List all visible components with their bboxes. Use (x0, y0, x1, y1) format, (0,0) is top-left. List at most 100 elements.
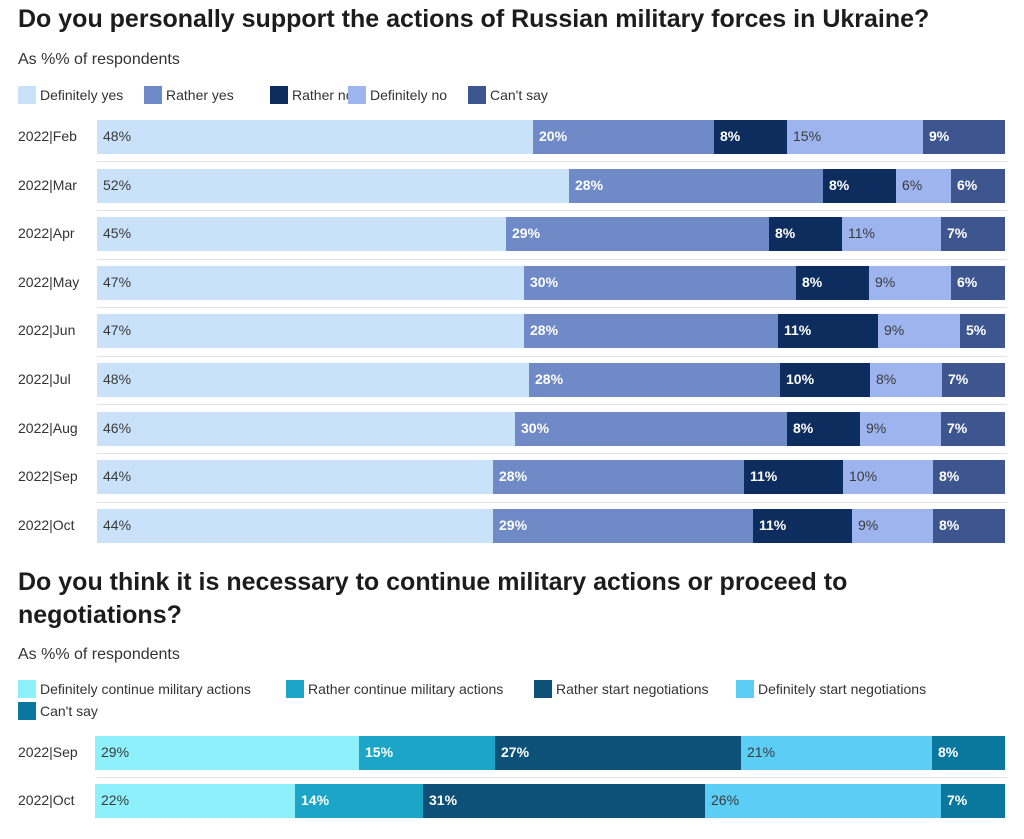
category-label: 2022|Feb (18, 128, 77, 144)
chart-title: Do you think it is necessary to continue… (18, 568, 848, 629)
stacked-bar: 52% 28% 8% 6% 6% (97, 168, 1005, 203)
row-divider (97, 307, 1007, 309)
bar-segment-definitely-yes: 46% (97, 411, 515, 446)
bar-segment-rather-yes: 30% (515, 411, 787, 446)
bar-segment-can-t-say: 7% (942, 363, 1005, 397)
bar-segment-definitely-no: 6% (896, 168, 951, 203)
legend-label: Can't say (40, 703, 98, 719)
bar-segment-rather-yes: 29% (493, 508, 753, 543)
bar-segment-rather-continue-military-actions: 14% (295, 784, 423, 818)
row-divider (97, 404, 1007, 406)
category-label: 2022|Sep (18, 468, 78, 485)
bar-segment-definitely-yes: 45% (97, 217, 506, 252)
legend-swatch (18, 702, 36, 720)
bar-row: 2022|May 47% 30% 8% 9% 6% (0, 258, 1024, 300)
bar-row: 2022|Aug 46% 30% 8% 9% 7% (0, 404, 1024, 446)
legend-label: Definitely no (370, 87, 448, 103)
chart-legend: Definitely yes Rather yes Rather no Definit… (18, 86, 1008, 126)
chart-title: Do you personally support the actions of… (18, 5, 930, 33)
bar-segment-definitely-no: 15% (787, 120, 923, 154)
bar-segment-definitely-yes: 44% (97, 460, 493, 495)
stacked-bar: 22% 14% 31% 26% 7% (95, 784, 1005, 818)
category-label: 2022|Jun (18, 322, 76, 339)
stacked-bar: 48% 28% 10% 8% 7% (97, 363, 1005, 397)
legend-swatch (18, 680, 36, 698)
bar-row: 2022|Feb 48% 20% 8% 15% 9% (0, 120, 1024, 154)
bar-segment-definitely-no: 10% (843, 460, 933, 495)
bar-row: 2022|Jul 48% 28% 10% 8% 7% (0, 355, 1024, 397)
category-label: 2022|Oct (18, 516, 75, 533)
legend-label: Can't say (490, 87, 548, 103)
bar-row: 2022|Jun 47% 28% 11% 9% 5% (0, 307, 1024, 349)
bar-segment-definitely-no: 9% (860, 411, 941, 446)
bar-segment-rather-no: 8% (796, 265, 869, 300)
bar-segment-definitely-yes: 47% (97, 314, 524, 349)
row-divider (97, 355, 1007, 357)
stacked-bar: 47% 30% 8% 9% 6% (97, 265, 1005, 300)
stacked-bar: 44% 29% 11% 9% 8% (97, 508, 1005, 543)
stacked-bar: 29% 15% 27% 21% 8% (95, 736, 1005, 770)
category-label: 2022|May (18, 273, 80, 290)
bar-segment-can-t-say: 9% (923, 120, 1005, 154)
bar-segment-rather-yes: 28% (524, 314, 778, 349)
bar-segment-rather-continue-military-actions: 15% (359, 736, 495, 770)
bar-segment-definitely-no: 9% (852, 508, 933, 543)
bar-segment-definitely-continue-military-actions: 22% (95, 784, 295, 818)
bar-segment-definitely-no: 9% (869, 265, 951, 300)
legend-swatch (144, 86, 162, 104)
legend-swatch (18, 86, 36, 104)
stacked-bar: 47% 28% 11% 9% 5% (97, 314, 1005, 349)
legend-label: Rather no (292, 87, 354, 103)
bar-segment-definitely-no: 9% (878, 314, 960, 349)
bar-segment-can-t-say: 7% (941, 217, 1005, 252)
bar-segment-rather-yes: 20% (533, 120, 714, 154)
legend-label: Rather continue military actions (308, 681, 504, 697)
row-divider (97, 501, 1007, 503)
bar-row: 2022|Apr 45% 29% 8% 11% 7% (0, 209, 1024, 252)
row-divider (97, 161, 1007, 163)
category-label: 2022|Apr (18, 225, 75, 242)
bar-row: 2022|Sep 44% 28% 11% 10% 8% (0, 452, 1024, 495)
bar-row: 2022|Sep 29% 15% 27% 21% 8% (0, 736, 1024, 770)
bar-segment-can-t-say: 8% (933, 508, 1005, 543)
bar-segment-rather-no: 8% (823, 168, 896, 203)
legend-swatch (348, 86, 366, 104)
bar-segment-rather-yes: 29% (506, 217, 769, 252)
bar-segment-rather-no: 11% (753, 508, 852, 543)
bar-segment-rather-no: 8% (769, 217, 842, 252)
bar-segment-rather-yes: 28% (569, 168, 823, 203)
legend-swatch (736, 680, 754, 698)
row-divider (97, 452, 1007, 454)
bar-segment-rather-no: 8% (714, 120, 787, 154)
chart-subtitle: As %% of respondents (18, 646, 180, 663)
bar-segment-can-t-say: 7% (941, 411, 1005, 446)
bar-segment-rather-start-negotiations: 31% (423, 784, 705, 818)
bar-segment-definitely-yes: 52% (97, 168, 569, 203)
bar-segment-rather-yes: 30% (524, 265, 796, 300)
support-chart: Do you personally support the actions of… (0, 5, 1024, 543)
legend-swatch (468, 86, 486, 104)
bar-segment-rather-no: 10% (780, 363, 870, 397)
legend-label: Rather start negotiations (556, 681, 709, 697)
category-label: 2022|Aug (18, 419, 78, 436)
category-label: 2022|Sep (18, 744, 78, 760)
bar-segment-can-t-say: 5% (960, 314, 1005, 349)
legend-swatch (286, 680, 304, 698)
bar-segment-can-t-say: 6% (951, 265, 1005, 300)
bar-segment-rather-start-negotiations: 27% (495, 736, 741, 770)
bar-segment-definitely-yes: 47% (97, 265, 524, 300)
legend-label: Rather yes (166, 87, 234, 103)
stacked-bar: 44% 28% 11% 10% 8% (97, 460, 1005, 495)
bar-segment-rather-yes: 28% (529, 363, 780, 397)
bar-segment-definitely-no: 11% (842, 217, 941, 252)
legend-label: Definitely continue military actions (40, 681, 251, 697)
row-divider (97, 258, 1007, 260)
bar-segment-rather-yes: 28% (493, 460, 744, 495)
bar-segment-definitely-yes: 44% (97, 508, 493, 543)
legend-label: Definitely start negotiations (758, 681, 927, 697)
bar-segment-definitely-no: 8% (870, 363, 942, 397)
chart-legend: Definitely continue military actions Rath… (18, 680, 1008, 724)
bar-segment-definitely-yes: 48% (97, 120, 533, 154)
stacked-bar: 45% 29% 8% 11% 7% (97, 217, 1005, 252)
bar-segment-rather-no: 11% (744, 460, 843, 495)
